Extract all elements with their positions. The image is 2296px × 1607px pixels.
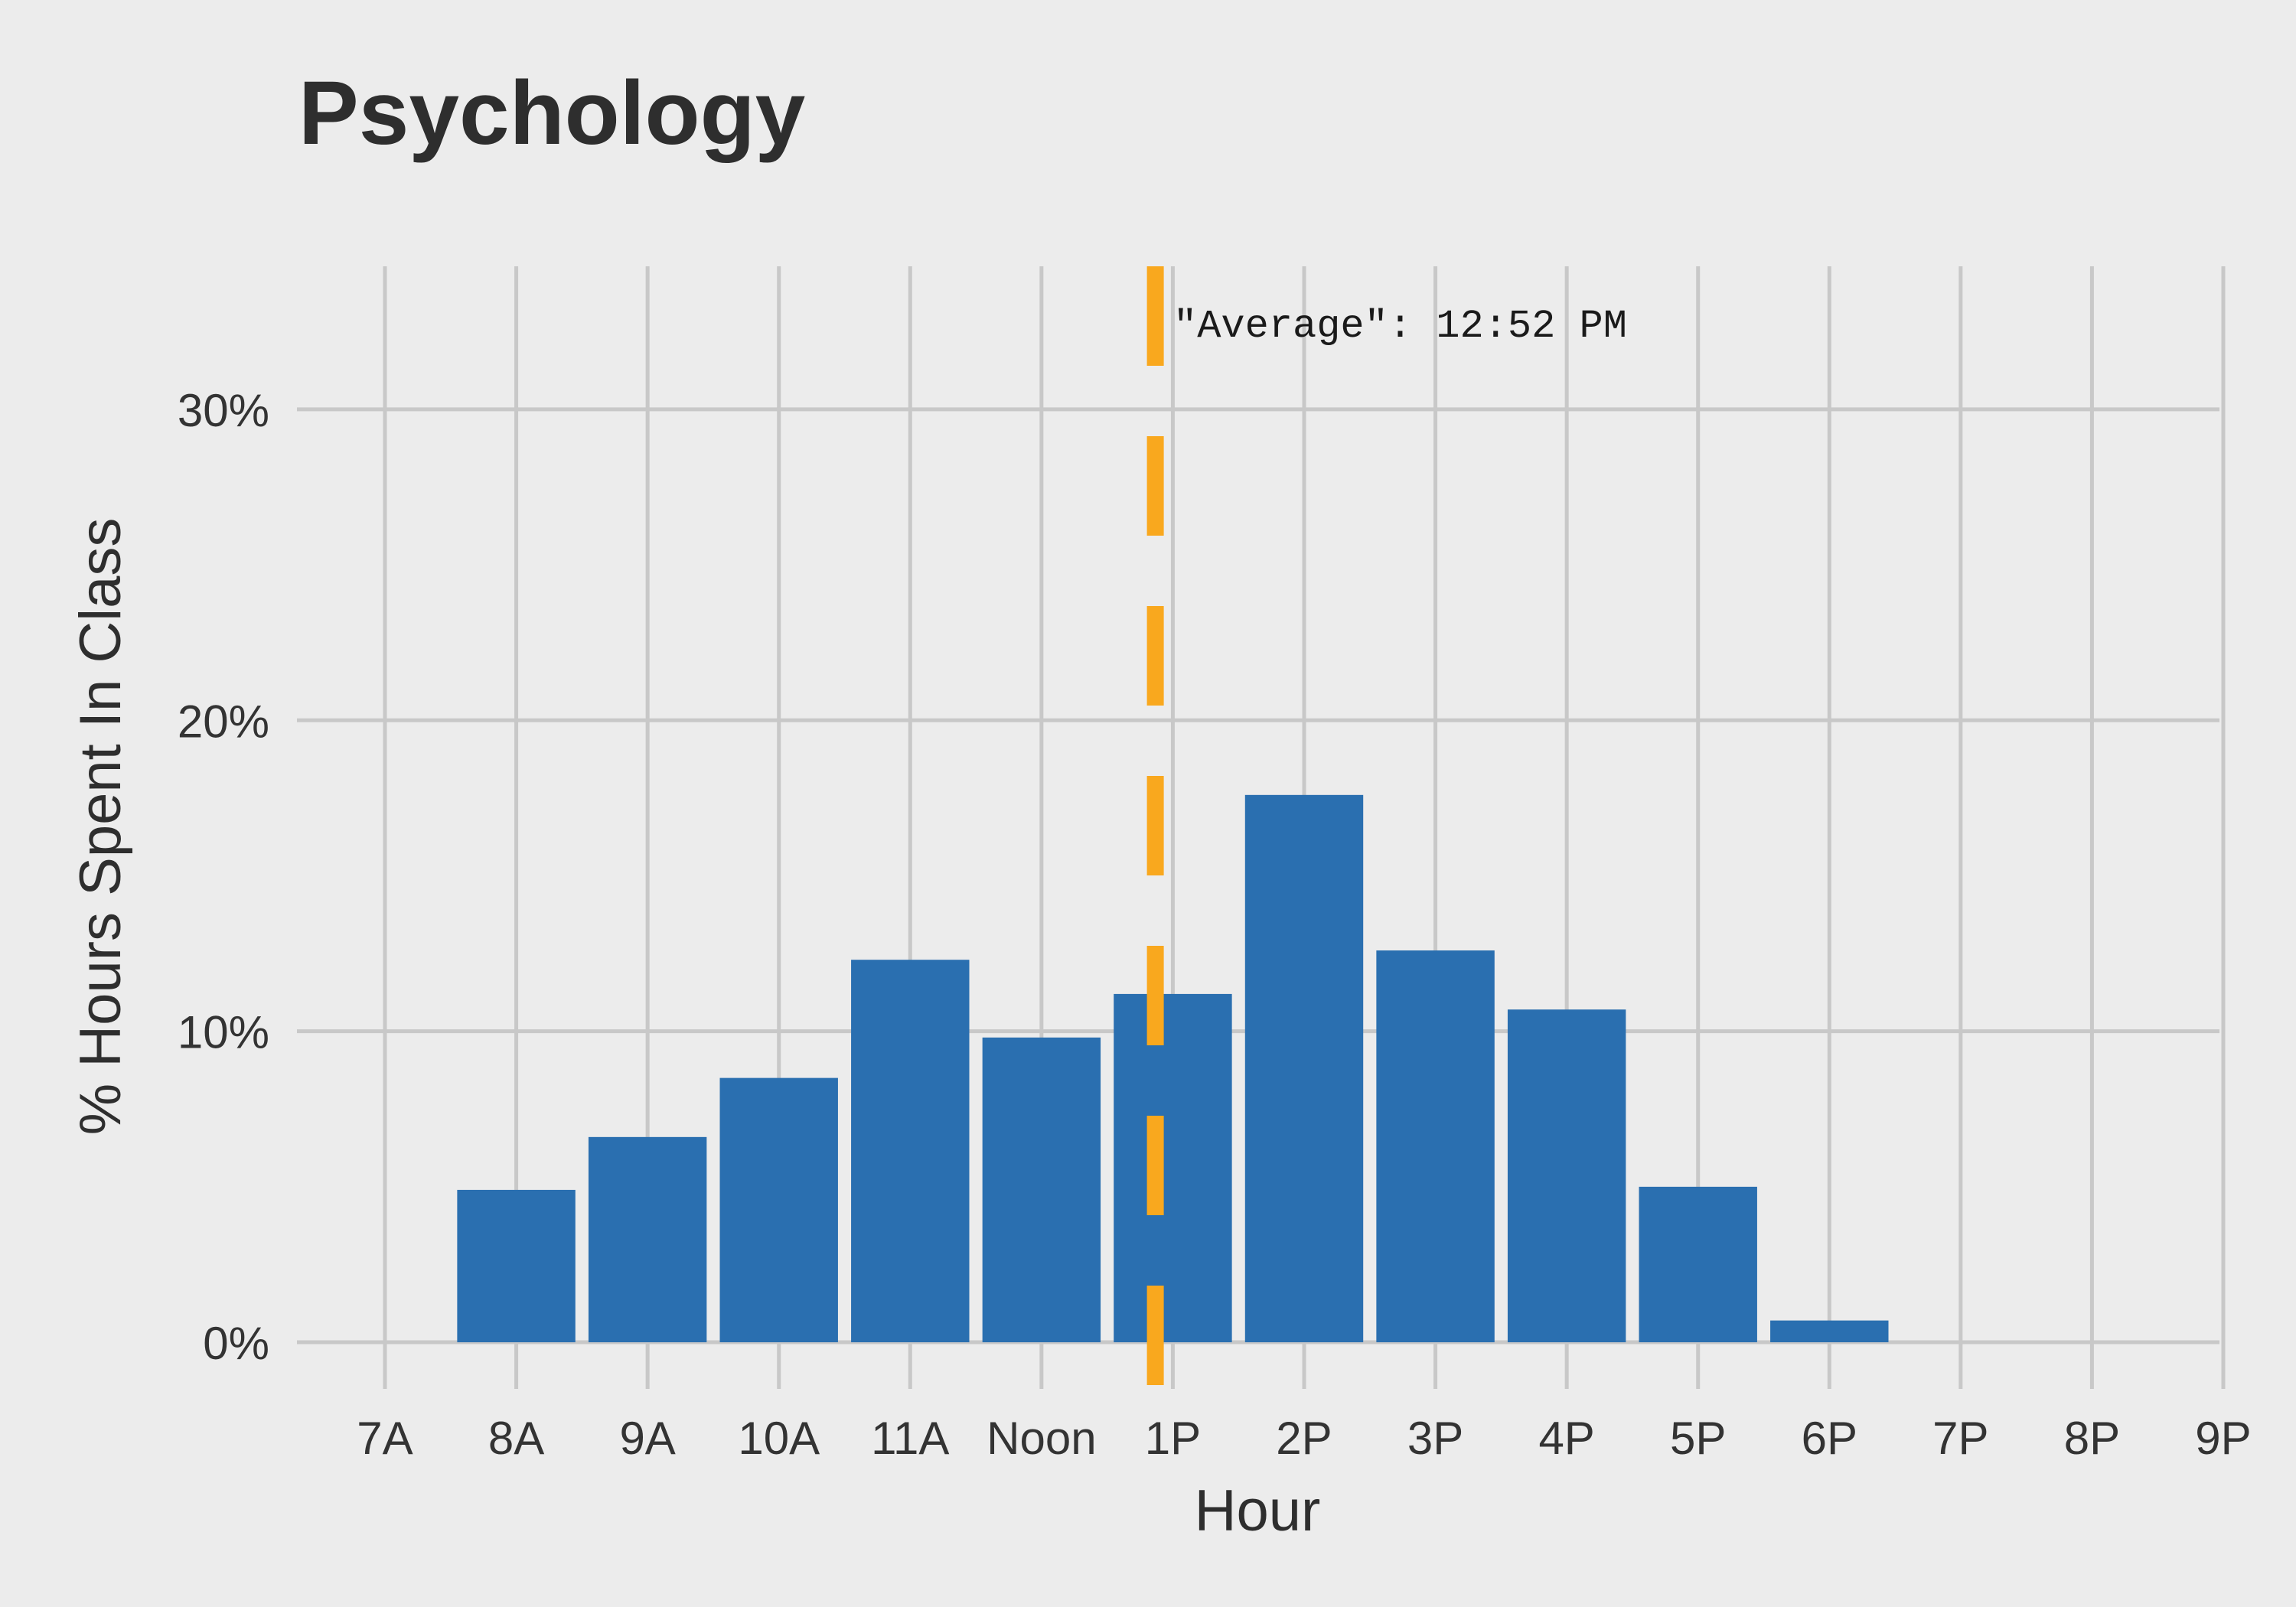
x-tick-label: 10A xyxy=(738,1413,820,1464)
y-tick-label: 10% xyxy=(178,1007,269,1058)
x-axis-ticks: 7A 8A 9A 10A 11A Noon 1P 2P 3P 4P 5P 6P 7P 8P 9P xyxy=(357,1413,2251,1464)
y-axis-ticks: 0% 10% 20% 30% xyxy=(178,385,269,1369)
x-tick-label: 5P xyxy=(1670,1413,1726,1464)
bars xyxy=(457,794,1889,1343)
chart-title: Psychology xyxy=(298,63,805,164)
average-annotation: "Average": 12:52 PM xyxy=(1173,304,1627,349)
x-tick-label: 9A xyxy=(619,1413,675,1464)
x-tick-label: 7P xyxy=(1932,1413,1988,1464)
bar-noon xyxy=(982,1037,1101,1343)
bar-3p xyxy=(1376,950,1495,1343)
y-tick-label: 30% xyxy=(178,385,269,436)
y-tick-label: 20% xyxy=(178,696,269,747)
x-tick-label: 7A xyxy=(357,1413,413,1464)
x-tick-label: 8A xyxy=(488,1413,544,1464)
x-tick-label: 1P xyxy=(1145,1413,1201,1464)
bar-2p xyxy=(1244,794,1364,1343)
bar-6p xyxy=(1770,1320,1889,1343)
bar-10a xyxy=(719,1077,838,1343)
x-axis-title: Hour xyxy=(1195,1478,1321,1543)
y-tick-label: 0% xyxy=(203,1318,269,1369)
x-tick-label: 6P xyxy=(1802,1413,1857,1464)
bar-5p xyxy=(1639,1186,1757,1343)
bar-9a xyxy=(588,1136,707,1343)
bar-4p xyxy=(1507,1009,1626,1343)
x-tick-label: 3P xyxy=(1407,1413,1463,1464)
bar-8a xyxy=(457,1189,576,1343)
x-tick-label: 2P xyxy=(1276,1413,1332,1464)
x-tick-label: 8P xyxy=(2064,1413,2120,1464)
bar-1p xyxy=(1114,993,1232,1343)
bar-11a xyxy=(851,960,970,1343)
x-tick-label: Noon xyxy=(987,1413,1096,1464)
x-tick-label: 4P xyxy=(1538,1413,1594,1464)
x-tick-label: 9P xyxy=(2195,1413,2251,1464)
x-tick-label: 11A xyxy=(871,1413,949,1464)
y-axis-title: % Hours Spent In Class xyxy=(68,518,133,1136)
